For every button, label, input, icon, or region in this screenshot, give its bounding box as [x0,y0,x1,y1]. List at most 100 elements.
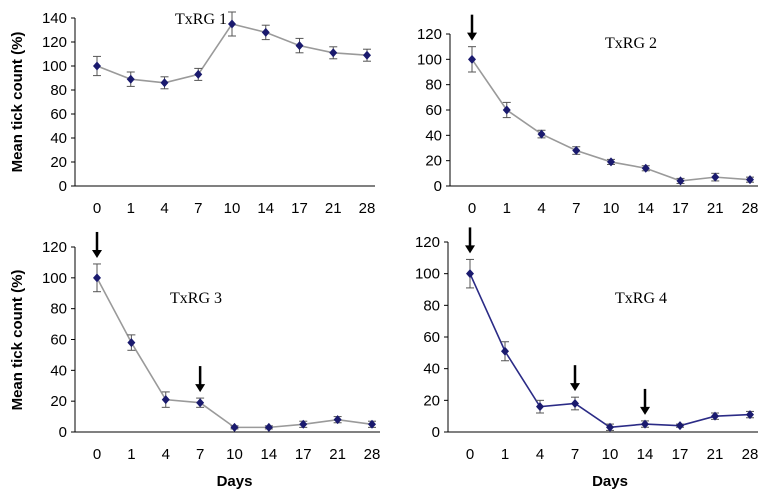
y-tick-label: 20 [50,393,67,410]
x-tick-label: 7 [571,446,579,463]
x-tick-label: 14 [257,200,274,217]
y-tick-label: 80 [423,297,440,314]
data-point [607,157,615,167]
data-point [126,74,135,84]
data-point [676,176,685,186]
data-point [676,421,684,431]
data-point [641,419,649,429]
x-tick-label: 4 [162,446,170,463]
data-point [536,402,544,412]
x-tick-label: 28 [742,446,759,463]
treatment-arrow-head [640,406,650,415]
y-axis-label: Mean tick count (%) [9,270,26,411]
y-tick-label: 100 [42,270,67,287]
y-axis-label: Mean tick count (%) [9,32,26,173]
y-tick-label: 40 [50,362,67,379]
y-tick-label: 0 [434,178,442,195]
treatment-arrow-head [467,32,477,41]
data-point [468,54,476,64]
panel-title: TxRG 2 [605,35,657,52]
y-tick-label: 20 [423,392,440,409]
data-point [711,172,720,182]
data-point [161,395,170,405]
y-tick-label: 100 [417,51,442,68]
y-tick-label: 0 [59,424,67,441]
y-tick-label: 120 [417,26,442,43]
data-point [606,422,614,432]
data-point [537,129,546,139]
x-tick-label: 1 [127,446,135,463]
x-tick-label: 21 [325,200,342,217]
data-point [641,163,650,173]
y-tick-label: 80 [50,82,67,99]
y-tick-label: 40 [425,127,442,144]
panel-title: TxRG 4 [615,290,667,307]
x-tick-label: 0 [93,200,101,217]
data-point [333,415,342,425]
y-tick-label: 120 [415,234,440,251]
data-point [93,273,101,283]
x-tick-label: 17 [291,200,308,217]
y-tick-label: 60 [50,106,67,123]
data-point [572,146,581,156]
x-tick-label: 21 [329,446,346,463]
x-tick-label: 10 [603,200,620,217]
x-tick-label: 10 [602,446,619,463]
x-tick-label: 0 [466,446,474,463]
x-tick-label: 4 [160,200,168,217]
data-point [501,346,509,356]
x-tick-label: 7 [194,200,202,217]
y-tick-label: 20 [425,153,442,170]
x-tick-label: 28 [364,446,381,463]
treatment-arrow-head [465,245,475,254]
y-tick-label: 60 [423,329,440,346]
treatment-arrow-head [92,249,102,258]
x-tick-label: 7 [196,446,204,463]
treatment-arrow-head [570,383,580,392]
x-tick-label: 7 [572,200,580,217]
x-tick-label: 21 [707,446,724,463]
data-point [746,410,754,420]
x-tick-label: 28 [359,200,376,217]
data-point [295,41,304,51]
x-axis-label: Days [217,473,253,490]
y-tick-label: 20 [50,154,67,171]
x-tick-label: 0 [93,446,101,463]
x-tick-label: 14 [637,446,654,463]
data-point [299,419,308,429]
data-point [368,419,376,429]
data-point [93,61,101,71]
y-tick-label: 0 [59,178,67,195]
x-tick-label: 0 [468,200,476,217]
data-point [127,338,136,348]
data-point [711,411,719,421]
x-tick-label: 14 [637,200,654,217]
x-axis-label: Days [592,473,628,490]
x-tick-label: 10 [224,200,241,217]
x-tick-label: 1 [501,446,509,463]
y-tick-label: 120 [42,34,67,51]
data-point [502,105,511,115]
x-tick-label: 28 [742,200,759,217]
x-tick-label: 17 [672,200,689,217]
y-tick-label: 100 [42,58,67,75]
x-tick-label: 17 [295,446,312,463]
y-tick-label: 40 [50,130,67,147]
data-point [264,422,273,432]
data-point [261,27,270,37]
data-point [160,78,169,88]
data-point [329,48,338,58]
data-point [196,398,205,408]
data-point [746,175,754,185]
series-line [469,273,751,429]
y-tick-label: 80 [50,301,67,318]
data-point [571,399,579,408]
y-tick-label: 60 [50,332,67,349]
panel-title: TxRG 1 [175,11,227,28]
y-tick-label: 0 [432,424,440,441]
